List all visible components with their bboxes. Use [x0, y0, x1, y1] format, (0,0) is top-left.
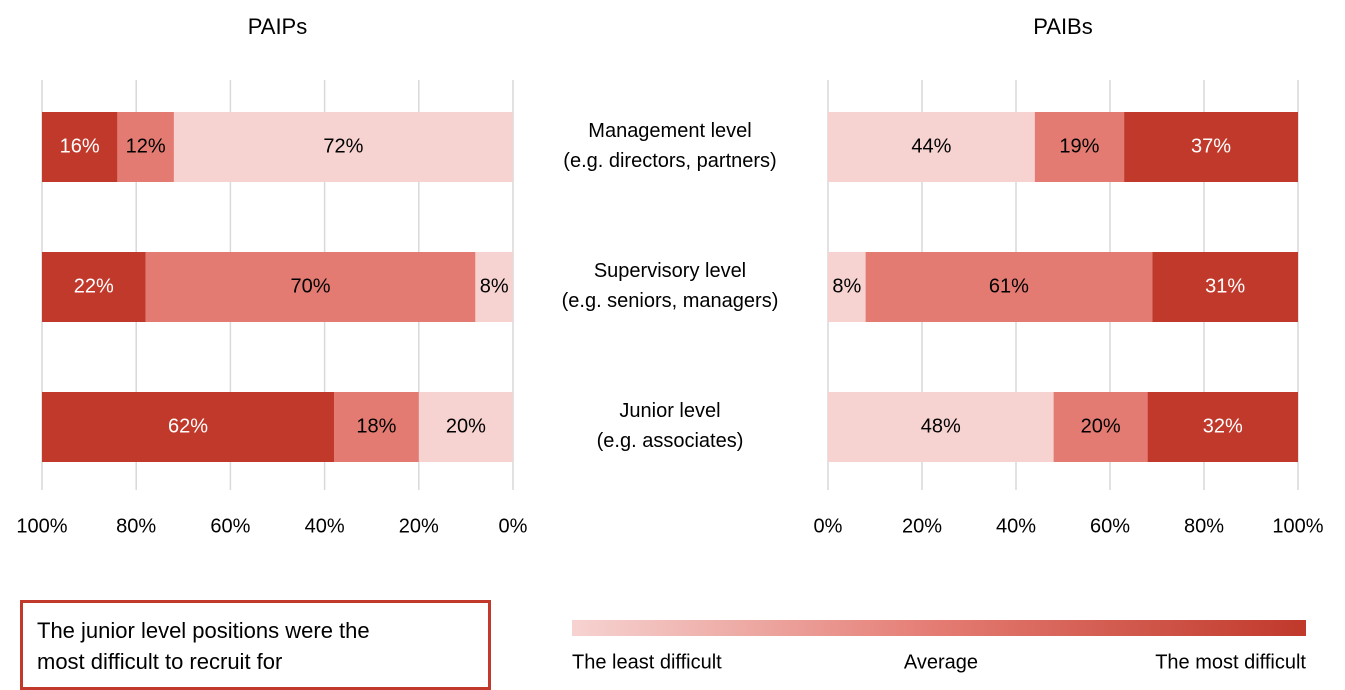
bar-segment	[1053, 392, 1148, 462]
category-label-line: Management level	[588, 120, 751, 142]
value-label: 22%	[74, 275, 114, 297]
value-label: 19%	[1059, 135, 1099, 157]
bar-segment	[475, 252, 513, 322]
bar-segment	[1152, 252, 1298, 322]
chart-title: PAIPs	[248, 14, 308, 39]
value-label: 18%	[356, 415, 396, 437]
legend-label: The most difficult	[1155, 651, 1306, 673]
x-tick-label: 20%	[399, 515, 439, 537]
category-label-line: (e.g. seniors, managers)	[562, 290, 779, 312]
category-label-line: Junior level	[619, 400, 720, 422]
value-label: 61%	[989, 275, 1029, 297]
value-label: 62%	[168, 415, 208, 437]
x-tick-label: 40%	[305, 515, 345, 537]
chart-title: PAIBs	[1033, 14, 1093, 39]
bar-segment	[1034, 112, 1125, 182]
value-label: 16%	[60, 135, 100, 157]
category-label: Junior level (e.g. associates)	[597, 400, 744, 452]
category-label-line: (e.g. directors, partners)	[563, 150, 776, 172]
bar-segment	[42, 392, 335, 462]
x-tick-label: 80%	[116, 515, 156, 537]
bar-segment	[828, 252, 866, 322]
annotation: The junior level positions were the most…	[37, 618, 370, 674]
category-label-line: Supervisory level	[594, 260, 746, 282]
bar-segment	[42, 252, 146, 322]
bar-segment	[828, 112, 1035, 182]
bar-segment	[42, 112, 118, 182]
bar-segment	[865, 252, 1153, 322]
value-label: 12%	[126, 135, 166, 157]
bar-segment	[1147, 392, 1298, 462]
value-label: 20%	[446, 415, 486, 437]
bar-segment	[828, 392, 1054, 462]
legend-gradient	[572, 620, 1306, 636]
value-label: 70%	[290, 275, 330, 297]
legend-label: The least difficult	[572, 651, 722, 673]
x-tick-label: 60%	[1090, 515, 1130, 537]
category-label: Management level (e.g. directors, partner…	[563, 120, 776, 172]
x-tick-label: 0%	[814, 515, 843, 537]
legend-label: Average	[904, 651, 978, 673]
value-label: 31%	[1205, 275, 1245, 297]
x-tick-label: 40%	[996, 515, 1036, 537]
value-label: 32%	[1203, 415, 1243, 437]
value-label: 20%	[1081, 415, 1121, 437]
value-label: 37%	[1191, 135, 1231, 157]
x-tick-label: 0%	[499, 515, 528, 537]
bar-segment	[173, 112, 513, 182]
bar-segment	[334, 392, 419, 462]
value-label: 44%	[911, 135, 951, 157]
bar-segment	[418, 392, 513, 462]
value-label: 8%	[832, 275, 861, 297]
x-tick-label: 100%	[1272, 515, 1323, 537]
x-tick-label: 100%	[16, 515, 67, 537]
bar-segment	[117, 112, 174, 182]
bar-segment	[1124, 112, 1298, 182]
value-label: 72%	[323, 135, 363, 157]
category-label-line: (e.g. associates)	[597, 430, 744, 452]
x-tick-label: 60%	[210, 515, 250, 537]
x-tick-label: 80%	[1184, 515, 1224, 537]
value-label: 48%	[921, 415, 961, 437]
value-label: 8%	[480, 275, 509, 297]
x-tick-label: 20%	[902, 515, 942, 537]
category-label: Supervisory level (e.g. seniors, managers…	[562, 260, 779, 312]
bar-segment	[145, 252, 476, 322]
